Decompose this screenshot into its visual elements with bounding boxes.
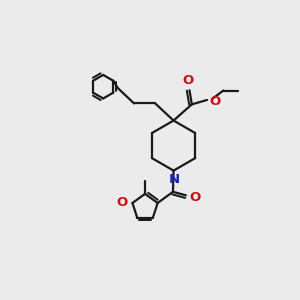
Text: O: O [182, 74, 194, 87]
Text: O: O [116, 196, 128, 209]
Text: O: O [209, 95, 220, 108]
Text: O: O [190, 190, 201, 204]
Text: N: N [169, 173, 180, 186]
